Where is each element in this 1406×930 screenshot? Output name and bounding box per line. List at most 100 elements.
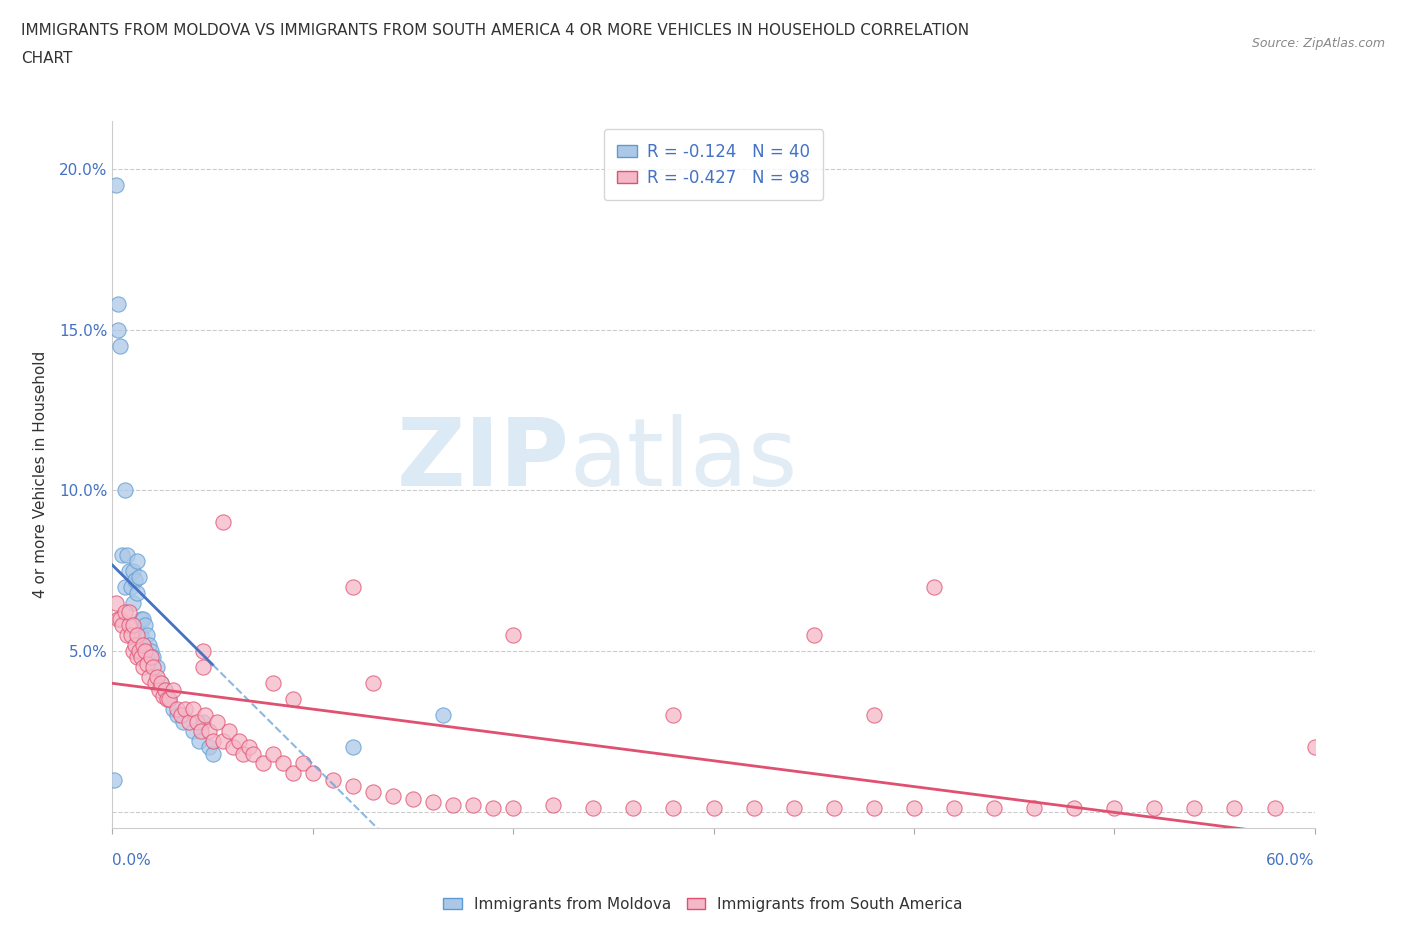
Point [402, 791, 425, 806]
Point [702, 801, 725, 816]
Point [211, 734, 233, 749]
Point [135, 657, 157, 671]
Point [120, 579, 142, 594]
Text: Source: ZipAtlas.com: Source: ZipAtlas.com [1251, 37, 1385, 50]
Point [190, 724, 212, 738]
Point [662, 801, 685, 816]
Point [1223, 801, 1246, 816]
Point [117, 605, 139, 620]
Point [153, 682, 176, 697]
Point [135, 628, 157, 643]
Point [129, 628, 152, 643]
Point [271, 756, 294, 771]
Point [141, 659, 163, 674]
Point [149, 676, 172, 691]
Point [197, 724, 219, 738]
Point [155, 692, 177, 707]
Point [218, 724, 240, 738]
Point [191, 659, 214, 674]
Point [823, 801, 845, 816]
Point [201, 747, 224, 762]
Point [432, 708, 454, 723]
Point [502, 801, 524, 816]
Point [134, 618, 156, 632]
Point [662, 708, 685, 723]
Point [125, 628, 148, 643]
Y-axis label: 4 or more Vehicles in Household: 4 or more Vehicles in Household [34, 351, 48, 598]
Point [342, 740, 364, 755]
Point [942, 801, 965, 816]
Point [322, 772, 344, 787]
Text: 0.0%: 0.0% [112, 853, 152, 868]
Point [342, 579, 364, 594]
Point [582, 801, 605, 816]
Point [242, 747, 264, 762]
Point [114, 483, 136, 498]
Point [291, 756, 314, 771]
Point [128, 644, 150, 658]
Point [191, 714, 214, 729]
Point [1063, 801, 1085, 816]
Point [131, 659, 153, 674]
Point [201, 734, 224, 749]
Point [145, 670, 167, 684]
Point [131, 611, 153, 626]
Point [342, 778, 364, 793]
Point [125, 586, 148, 601]
Point [138, 637, 160, 652]
Point [157, 692, 180, 707]
Point [153, 682, 176, 697]
Point [125, 553, 148, 568]
Point [461, 798, 484, 813]
Point [166, 701, 188, 716]
Point [502, 628, 524, 643]
Point [157, 692, 180, 707]
Point [152, 688, 174, 703]
Point [120, 628, 142, 643]
Point [187, 734, 209, 749]
Point [361, 785, 384, 800]
Point [139, 644, 162, 658]
Point [191, 644, 214, 658]
Point [107, 611, 129, 626]
Point [863, 708, 886, 723]
Point [134, 644, 156, 658]
Point [111, 547, 134, 562]
Point [110, 339, 132, 353]
Point [125, 650, 148, 665]
Point [166, 708, 188, 723]
Point [262, 747, 284, 762]
Point [1264, 801, 1286, 816]
Point [124, 573, 146, 588]
Point [121, 595, 143, 610]
Point [222, 740, 245, 755]
Point [110, 611, 132, 626]
Point [441, 798, 464, 813]
Point [211, 515, 233, 530]
Text: CHART: CHART [21, 51, 73, 66]
Point [181, 724, 204, 738]
Point [238, 740, 260, 755]
Point [121, 644, 143, 658]
Point [205, 714, 228, 729]
Point [1184, 801, 1206, 816]
Text: ZIP: ZIP [396, 414, 569, 506]
Text: atlas: atlas [569, 414, 797, 506]
Point [114, 579, 136, 594]
Point [1102, 801, 1125, 816]
Text: IMMIGRANTS FROM MOLDOVA VS IMMIGRANTS FROM SOUTH AMERICA 4 OR MORE VEHICLES IN H: IMMIGRANTS FROM MOLDOVA VS IMMIGRANTS FR… [21, 23, 969, 38]
Point [228, 734, 250, 749]
Point [172, 714, 194, 729]
Point [145, 659, 167, 674]
Point [782, 801, 804, 816]
Point [169, 708, 191, 723]
Point [1143, 801, 1166, 816]
Point [115, 628, 138, 643]
Point [482, 801, 505, 816]
Point [742, 801, 765, 816]
Point [162, 701, 184, 716]
Point [232, 747, 254, 762]
Legend: Immigrants from Moldova, Immigrants from South America: Immigrants from Moldova, Immigrants from… [437, 891, 969, 918]
Point [149, 676, 172, 691]
Point [173, 701, 195, 716]
